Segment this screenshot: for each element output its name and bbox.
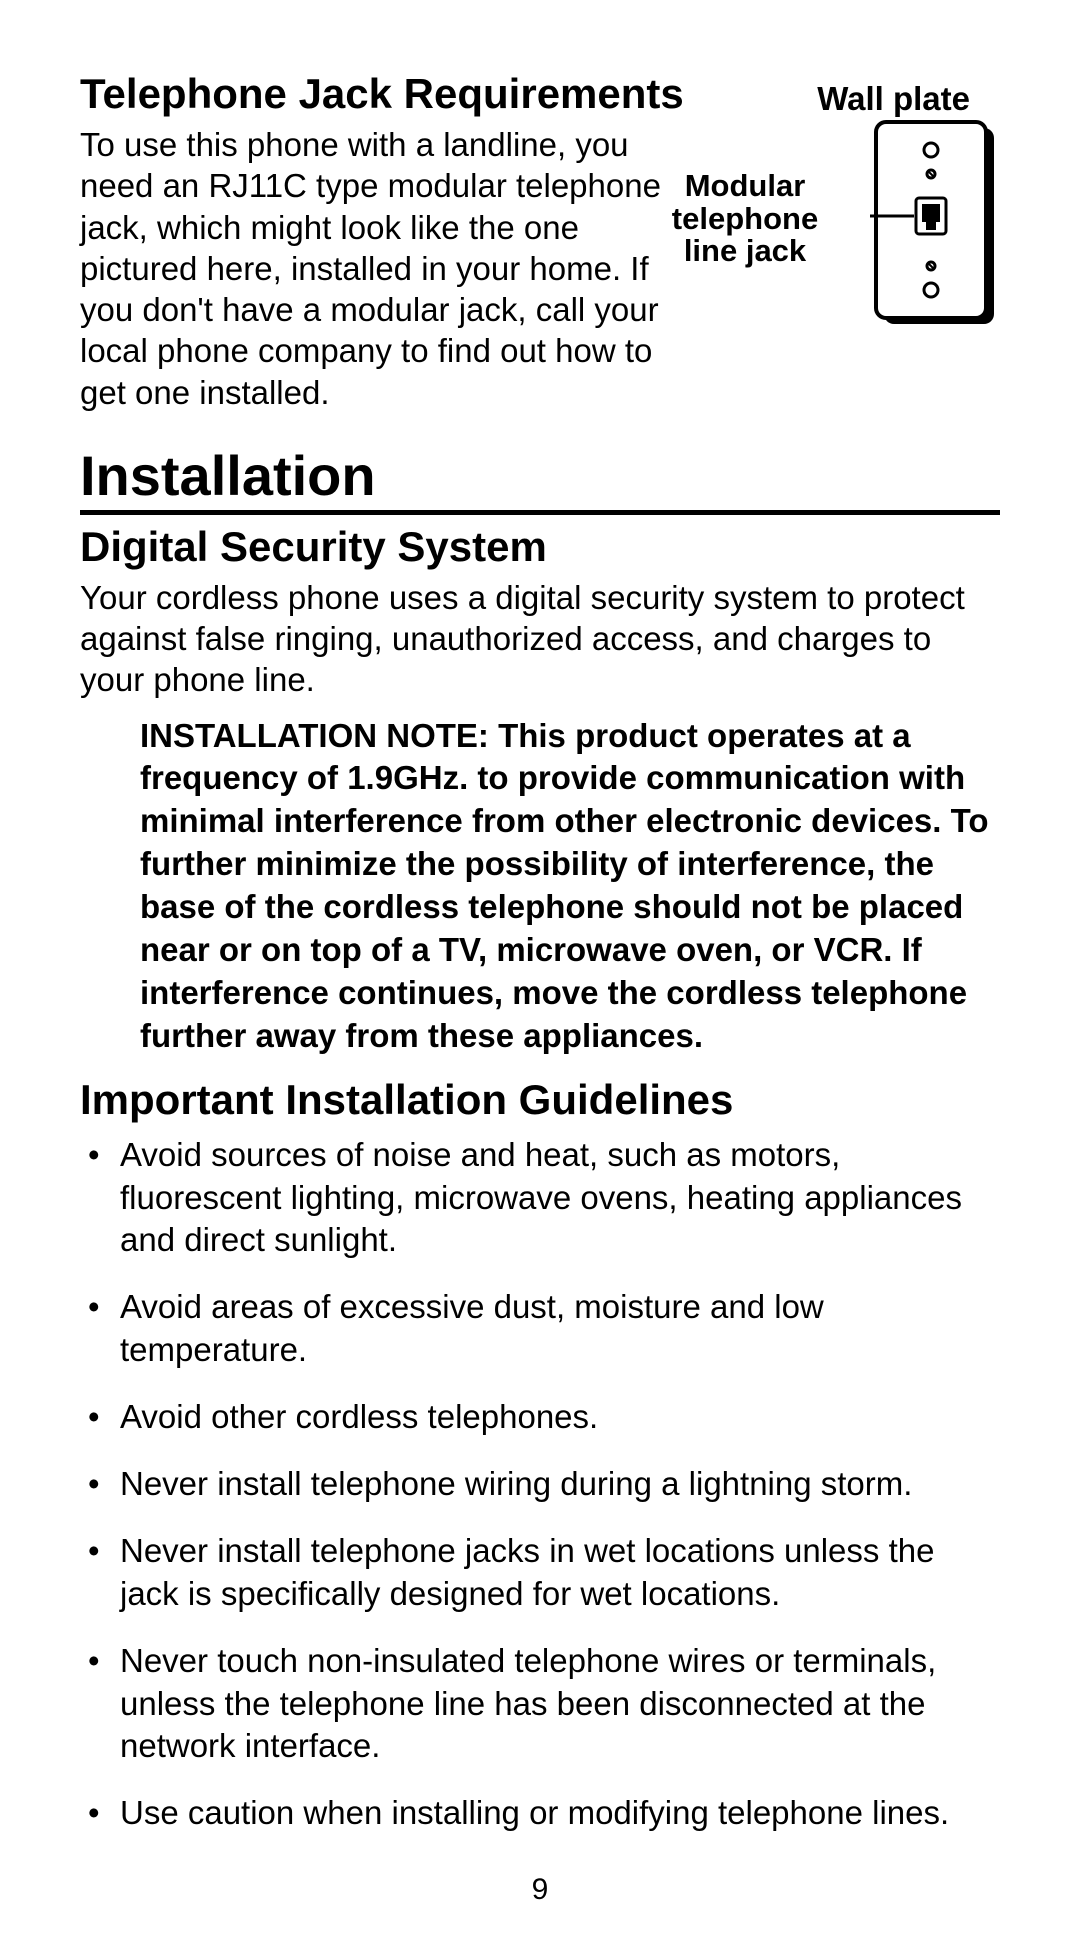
list-item: Never touch non-insulated telephone wire… [80, 1640, 1000, 1769]
telephone-jack-section: Telephone Jack Requirements To use this … [80, 70, 1000, 413]
security-body-text: Your cordless phone uses a digital secur… [80, 577, 1000, 701]
wall-plate-diagram: Wall plate Modular telephone line jack [680, 80, 1000, 124]
guidelines-heading: Important Installation Guidelines [80, 1076, 1000, 1124]
installation-note: INSTALLATION NOTE: This product operates… [140, 715, 1000, 1058]
list-item: Never install telephone wiring during a … [80, 1463, 1000, 1506]
installation-heading: Installation [80, 443, 1000, 515]
wall-plate-label: Wall plate [680, 80, 970, 118]
guidelines-list: Avoid sources of noise and heat, such as… [80, 1134, 1000, 1836]
page-number: 9 [0, 1873, 1080, 1907]
list-item: Avoid other cordless telephones. [80, 1396, 1000, 1439]
list-item: Never install telephone jacks in wet loc… [80, 1530, 1000, 1616]
wall-plate-icon [870, 120, 1000, 330]
list-item: Avoid areas of excessive dust, moisture … [80, 1286, 1000, 1372]
security-heading: Digital Security System [80, 523, 1000, 571]
modular-jack-label: Modular telephone line jack [660, 170, 830, 268]
jack-body-text: To use this phone with a landline, you n… [80, 124, 680, 413]
list-item: Use caution when installing or modifying… [80, 1792, 1000, 1835]
list-item: Avoid sources of noise and heat, such as… [80, 1134, 1000, 1263]
